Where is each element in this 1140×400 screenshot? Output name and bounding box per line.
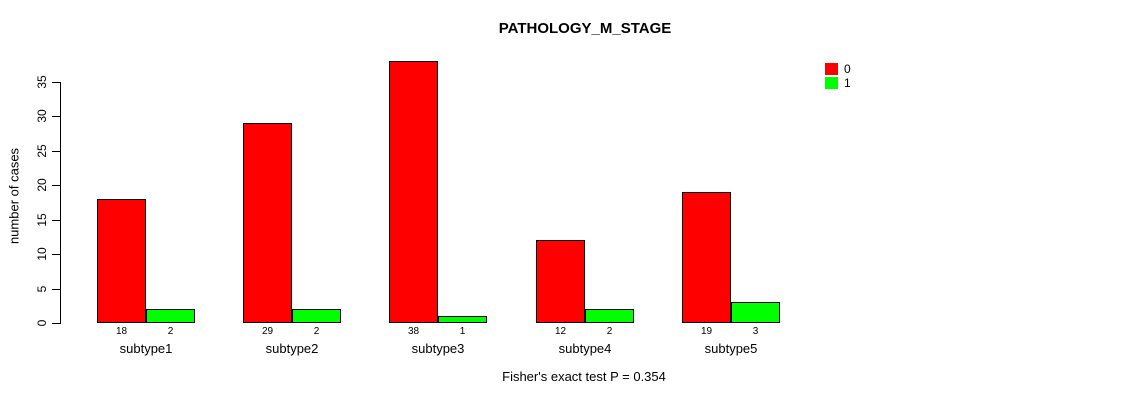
y-axis-label: number of cases bbox=[6, 147, 22, 245]
bar-count-label: 2 bbox=[606, 326, 613, 337]
stats-annotation: Fisher's exact test P = 0.354 bbox=[502, 369, 666, 384]
legend-item-0: 0 bbox=[825, 62, 851, 76]
bar-count-label: 19 bbox=[700, 326, 713, 337]
bar-subtype2-series1 bbox=[292, 309, 341, 323]
bar-count-label: 29 bbox=[261, 326, 274, 337]
bar-count-label: 18 bbox=[115, 326, 128, 337]
y-axis-tick-label: 30 bbox=[35, 109, 49, 123]
bar-subtype3-series1 bbox=[438, 316, 487, 323]
y-axis-tick-label: 10 bbox=[35, 247, 49, 261]
bar-subtype4-series0 bbox=[536, 240, 585, 323]
bar-count-label: 38 bbox=[407, 326, 420, 337]
y-axis-tick-label: 35 bbox=[35, 75, 49, 89]
y-axis-tick bbox=[52, 185, 60, 186]
y-axis-tick bbox=[52, 254, 60, 255]
y-axis-line bbox=[60, 82, 61, 324]
legend-item-1: 1 bbox=[825, 76, 851, 90]
bar-subtype5-series1 bbox=[731, 302, 780, 323]
bar-subtype2-series0 bbox=[243, 123, 292, 323]
legend: 0 1 bbox=[825, 62, 851, 90]
bar-subtype1-series0 bbox=[97, 199, 146, 323]
bar-subtype4-series1 bbox=[585, 309, 634, 323]
y-axis-tick-label: 25 bbox=[35, 144, 49, 158]
bar-count-label: 1 bbox=[459, 326, 466, 337]
y-axis-tick-label: 0 bbox=[35, 319, 49, 327]
x-axis-category-label: subtype5 bbox=[704, 341, 758, 356]
y-axis-tick bbox=[52, 116, 60, 117]
y-axis-tick bbox=[52, 220, 60, 221]
y-axis-tick bbox=[52, 82, 60, 83]
legend-label-1: 1 bbox=[844, 76, 851, 90]
bar-subtype3-series0 bbox=[389, 61, 438, 323]
bar-subtype5-series0 bbox=[682, 192, 731, 323]
x-axis-category-label: subtype4 bbox=[558, 341, 612, 356]
x-axis-category-label: subtype2 bbox=[265, 341, 319, 356]
legend-swatch-green bbox=[825, 77, 838, 89]
y-axis-tick bbox=[52, 323, 60, 324]
bar-subtype1-series1 bbox=[146, 309, 195, 323]
x-axis-category-label: subtype1 bbox=[119, 341, 173, 356]
y-axis-tick-label: 5 bbox=[35, 285, 49, 293]
y-axis-tick bbox=[52, 151, 60, 152]
bar-count-label: 2 bbox=[167, 326, 174, 337]
x-axis-category-label: subtype3 bbox=[411, 341, 465, 356]
legend-label-0: 0 bbox=[844, 62, 851, 76]
y-axis-tick bbox=[52, 289, 60, 290]
chart-title: PATHOLOGY_M_STAGE bbox=[498, 20, 672, 37]
bar-count-label: 12 bbox=[554, 326, 567, 337]
legend-swatch-red bbox=[825, 63, 838, 75]
bar-count-label: 2 bbox=[313, 326, 320, 337]
y-axis-tick-label: 15 bbox=[35, 213, 49, 227]
bar-count-label: 3 bbox=[752, 326, 759, 337]
y-axis-tick-label: 20 bbox=[35, 178, 49, 192]
